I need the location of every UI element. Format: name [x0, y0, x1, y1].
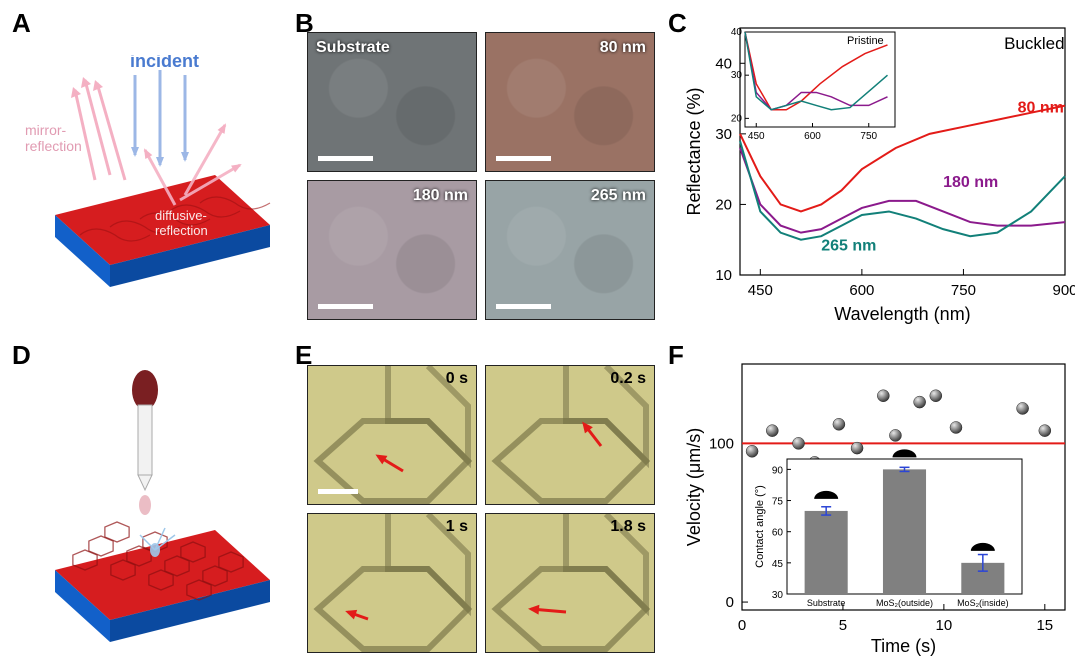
panelE-frame: 0.2 s	[485, 365, 655, 505]
svg-text:750: 750	[860, 131, 877, 142]
svg-text:600: 600	[849, 282, 874, 299]
svg-text:MoS₂(inside): MoS₂(inside)	[957, 598, 1009, 608]
svg-text:900: 900	[1052, 282, 1075, 299]
svg-text:40: 40	[715, 55, 732, 72]
svg-text:0: 0	[738, 617, 746, 634]
svg-text:Contact angle (°): Contact angle (°)	[754, 485, 766, 568]
svg-text:reflection: reflection	[155, 223, 208, 238]
scalebar	[318, 156, 373, 161]
svg-text:Time (s): Time (s)	[871, 636, 936, 656]
panelF-chart: 0 5 10 15 0 100 Time (s) Velocity (μm/s) 30 45 60 7…	[680, 350, 1075, 660]
panelC-chart: 45060075090010203040Wavelength (nm)Refle…	[680, 10, 1075, 330]
svg-text:Wavelength (nm): Wavelength (nm)	[834, 304, 970, 324]
panelE-time-label: 1.8 s	[610, 518, 646, 536]
svg-text:600: 600	[804, 131, 821, 142]
panelE-time-label: 0.2 s	[610, 370, 646, 388]
panelE-time-label: 0 s	[446, 370, 468, 388]
panel-label-D: D	[12, 340, 31, 371]
svg-text:265 nm: 265 nm	[821, 237, 876, 254]
panelB-tile: 265 nm	[485, 180, 655, 320]
svg-text:450: 450	[748, 131, 765, 142]
panelE-frame: 0 s	[307, 365, 477, 505]
panel-label-A: A	[12, 8, 31, 39]
svg-text:MoS₂(outside): MoS₂(outside)	[876, 598, 933, 608]
svg-text:20: 20	[715, 196, 732, 213]
panelE-time-label: 1 s	[446, 518, 468, 536]
panelA-diagram: incidentmirror-reflectiondiffusive-refle…	[25, 55, 280, 295]
svg-text:30: 30	[731, 70, 743, 81]
svg-text:750: 750	[951, 282, 976, 299]
svg-text:15: 15	[1036, 617, 1053, 634]
panelE-frame: 1 s	[307, 513, 477, 653]
svg-text:180 nm: 180 nm	[943, 174, 998, 191]
svg-text:90: 90	[772, 465, 784, 476]
panelD-diagram	[25, 370, 280, 650]
panelB-tile-label: 265 nm	[591, 187, 646, 205]
scalebar	[496, 304, 551, 309]
svg-text:Substrate: Substrate	[807, 598, 846, 608]
svg-text:reflection: reflection	[25, 138, 82, 154]
svg-text:20: 20	[731, 113, 743, 124]
svg-text:10: 10	[936, 617, 953, 634]
svg-text:80 nm: 80 nm	[1018, 100, 1064, 117]
svg-text:100: 100	[709, 435, 734, 452]
svg-text:Reflectance (%): Reflectance (%)	[684, 87, 704, 215]
svg-text:mirror-: mirror-	[25, 122, 67, 138]
panelB-tile-label: 180 nm	[413, 187, 468, 205]
svg-text:30: 30	[772, 590, 784, 601]
panelB-tile-label: 80 nm	[600, 39, 646, 57]
scalebar	[496, 156, 551, 161]
panelB-tile-label: Substrate	[316, 39, 390, 57]
svg-text:10: 10	[715, 267, 732, 284]
svg-text:75: 75	[772, 497, 784, 508]
panelE-frame: 1.8 s	[485, 513, 655, 653]
svg-text:30: 30	[715, 126, 732, 143]
svg-text:incident: incident	[130, 55, 199, 71]
panelB-tile: Substrate	[307, 32, 477, 172]
svg-text:45: 45	[772, 559, 784, 570]
scalebar	[318, 304, 373, 309]
panelB-tile: 80 nm	[485, 32, 655, 172]
svg-text:40: 40	[731, 27, 743, 38]
svg-text:diffusive-: diffusive-	[155, 208, 207, 223]
svg-text:5: 5	[839, 617, 847, 634]
scalebar	[318, 489, 358, 494]
svg-text:450: 450	[748, 282, 773, 299]
panelB-tile: 180 nm	[307, 180, 477, 320]
svg-text:Buckled: Buckled	[1004, 34, 1064, 53]
svg-text:Pristine: Pristine	[847, 35, 884, 47]
svg-text:60: 60	[772, 528, 784, 539]
svg-text:Velocity (μm/s): Velocity (μm/s)	[684, 428, 704, 546]
svg-text:0: 0	[726, 594, 734, 611]
